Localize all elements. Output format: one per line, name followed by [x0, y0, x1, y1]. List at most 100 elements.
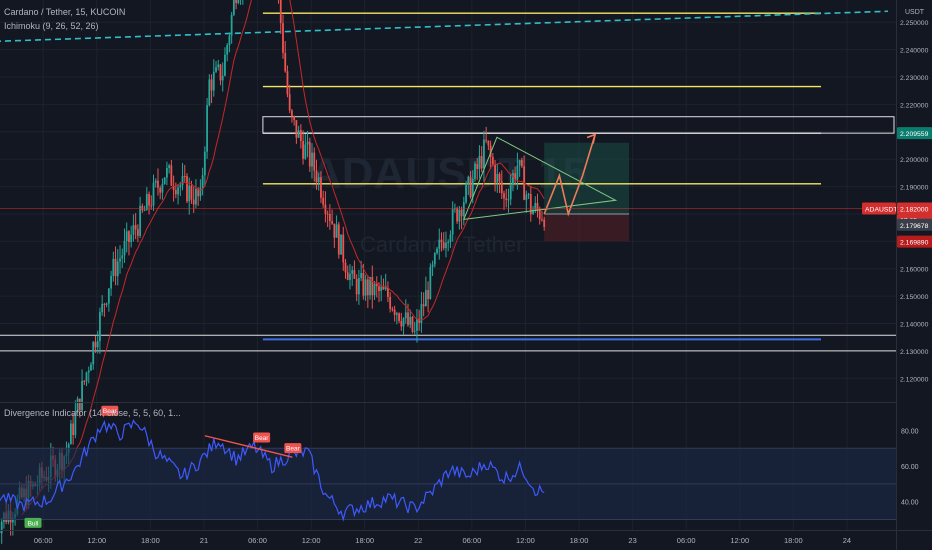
candle-body	[525, 194, 528, 200]
candle-body	[380, 286, 383, 292]
candle-body	[195, 188, 197, 205]
time-tick: 18:00	[141, 536, 160, 545]
resistance-price-tag: 2.209559	[900, 131, 929, 138]
bear-label-bg	[284, 443, 302, 454]
candle-body	[322, 197, 325, 205]
projection-path[interactable]	[543, 133, 597, 217]
price-tick: 2.140000	[900, 322, 929, 329]
candle-body	[284, 52, 287, 72]
candle-body	[505, 198, 508, 201]
candle-body	[371, 276, 374, 296]
last-price-tag: 2.182000	[900, 206, 929, 213]
candle-body	[442, 242, 445, 249]
candle-body	[507, 199, 510, 201]
triangle-outline[interactable]	[463, 136, 618, 221]
symbol-price-tag: ADAUSDT	[865, 206, 897, 213]
dashed-trendline[interactable]	[0, 10, 889, 43]
candle-body	[534, 202, 537, 210]
candle-body	[192, 199, 195, 205]
candle-body	[217, 64, 220, 68]
candle-body	[469, 176, 472, 198]
candle-body	[509, 185, 512, 200]
pane-divider[interactable]	[0, 402, 896, 403]
candle-body	[440, 239, 443, 243]
candle-body	[487, 140, 490, 146]
candle-body	[478, 156, 481, 169]
candle-body	[351, 270, 354, 274]
candle-body	[494, 164, 496, 183]
candle-body	[132, 225, 135, 235]
osc-tick: 80.00	[901, 428, 919, 435]
candle-body	[288, 94, 291, 111]
candle-body	[315, 170, 318, 182]
candle-body	[538, 210, 541, 220]
candle-body	[362, 273, 365, 296]
candle-body	[203, 151, 206, 176]
time-tick: 12:00	[516, 536, 535, 545]
candle-body	[110, 275, 112, 289]
candle-body	[226, 45, 229, 55]
candle-body	[150, 205, 153, 207]
candle-body	[400, 320, 403, 327]
candle-body	[221, 75, 224, 81]
candle-body	[375, 283, 378, 287]
candle-body	[177, 187, 179, 195]
candle-body	[199, 187, 202, 197]
candle-body	[170, 165, 173, 186]
divergence-legend[interactable]: Divergence Indicator (14, close, 5, 5, 6…	[4, 408, 181, 418]
candle-body	[206, 105, 208, 152]
price-axis-bg	[897, 0, 932, 402]
candle-body	[125, 231, 128, 242]
projection-arrowhead[interactable]	[586, 133, 597, 144]
candle-body	[286, 71, 289, 95]
price-axis[interactable]: USDT2.2500002.2400002.2300002.2200002.21…	[897, 0, 932, 402]
candle-body	[536, 202, 539, 211]
candle-body	[416, 318, 418, 331]
candle-body	[407, 312, 409, 325]
candle-body	[449, 234, 452, 243]
candle-body	[483, 139, 485, 169]
candle-body	[451, 208, 454, 235]
last-price-tag-bg	[897, 202, 932, 215]
candle-body	[161, 183, 164, 193]
candle-body	[438, 239, 441, 249]
horizontal-levels[interactable]	[0, 12, 896, 352]
candle-body	[520, 160, 523, 167]
candle-body	[130, 234, 133, 243]
candle-body	[474, 163, 476, 179]
candle-body	[460, 209, 463, 217]
candle-body	[317, 177, 320, 182]
stop-zone[interactable]	[544, 213, 630, 242]
bear-label-bg	[101, 405, 119, 416]
triangle-pattern[interactable]	[463, 136, 618, 221]
target-zone[interactable]	[544, 142, 630, 214]
projection-polyline[interactable]	[543, 134, 596, 217]
axis-divider	[896, 0, 897, 550]
bear-divergence-line	[204, 435, 293, 458]
candle-body	[476, 163, 479, 169]
trendline[interactable]	[0, 10, 889, 43]
symbol-title[interactable]: Cardano / Tether, 15, KUCOIN	[4, 7, 126, 17]
candle-body	[429, 266, 432, 299]
candle-body	[83, 380, 86, 382]
long-position-box[interactable]	[544, 142, 630, 242]
time-tick: 06:00	[462, 536, 481, 545]
time-tick: 06:00	[34, 536, 53, 545]
price-tick: 2.220000	[900, 102, 929, 109]
candle-body	[235, 0, 238, 4]
stop-price-tag-bg	[897, 235, 932, 248]
candle-body	[188, 185, 191, 202]
time-axis[interactable]: 2006:0012:0018:002106:0012:0018:002206:0…	[0, 536, 851, 545]
ichimoku-legend[interactable]: Ichimoku (9, 26, 52, 26)	[4, 21, 99, 31]
candle-body	[72, 423, 75, 436]
candle-body	[143, 210, 146, 212]
candle-body	[119, 258, 121, 262]
candle-body	[101, 303, 104, 313]
price-tick: 2.200000	[900, 157, 929, 164]
candle-body	[141, 205, 144, 211]
candle-body	[92, 342, 95, 365]
oscillator-axis[interactable]: 80.00 60.00 40.00	[901, 428, 919, 506]
candle-body	[467, 176, 470, 184]
candle-body	[331, 221, 334, 224]
